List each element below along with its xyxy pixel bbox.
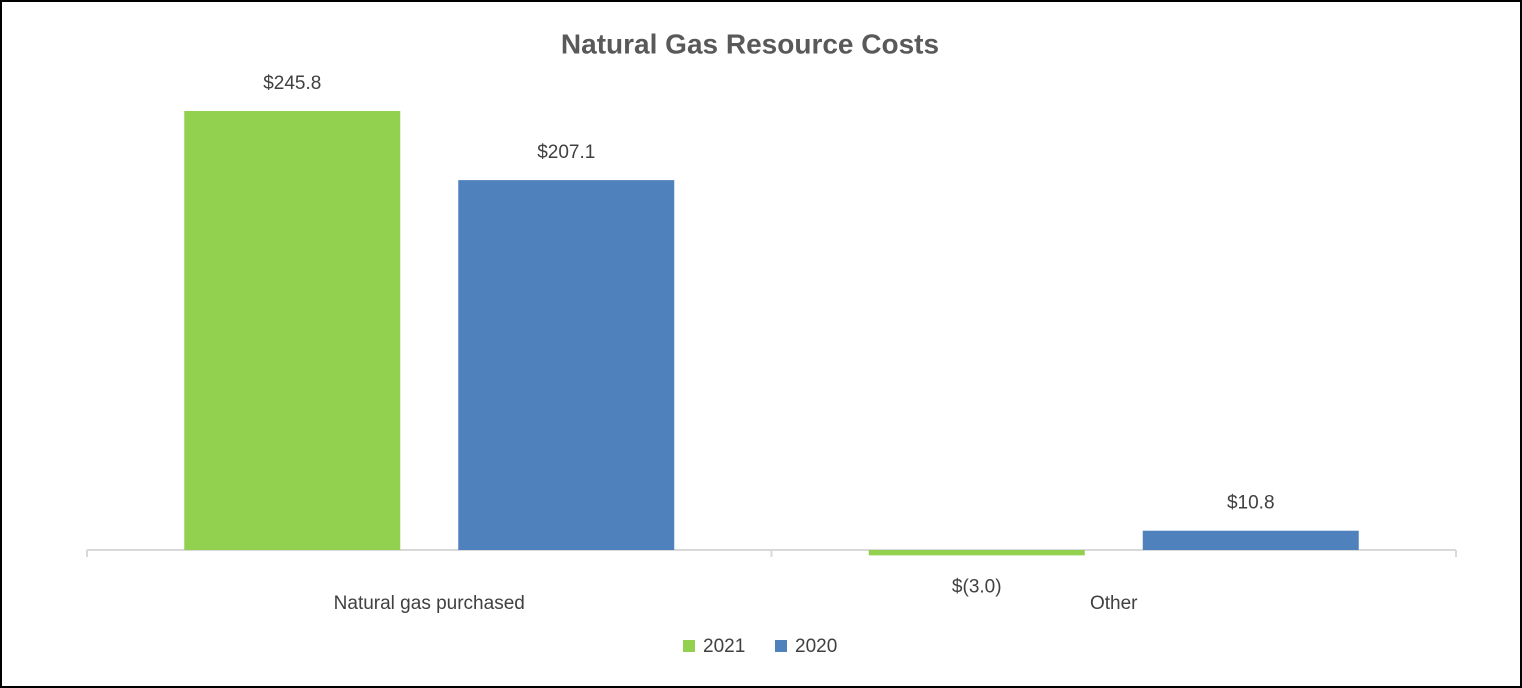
bar — [184, 111, 401, 550]
bar — [458, 180, 675, 550]
data-label: $(3.0) — [952, 576, 1002, 597]
data-label: $10.8 — [1227, 493, 1275, 514]
legend-swatch — [683, 640, 695, 652]
data-label: $207.1 — [537, 142, 595, 163]
legend-label: 2021 — [703, 636, 745, 657]
bar — [1142, 530, 1359, 550]
data-label: $245.8 — [263, 73, 321, 94]
x-tick-label: Natural gas purchased — [334, 593, 525, 614]
legend-swatch — [775, 640, 787, 652]
x-tick-label: Other — [1090, 593, 1138, 614]
bar — [868, 550, 1085, 556]
chart-title: Natural Gas Resource Costs — [561, 28, 939, 59]
legend-label: 2020 — [795, 636, 837, 657]
